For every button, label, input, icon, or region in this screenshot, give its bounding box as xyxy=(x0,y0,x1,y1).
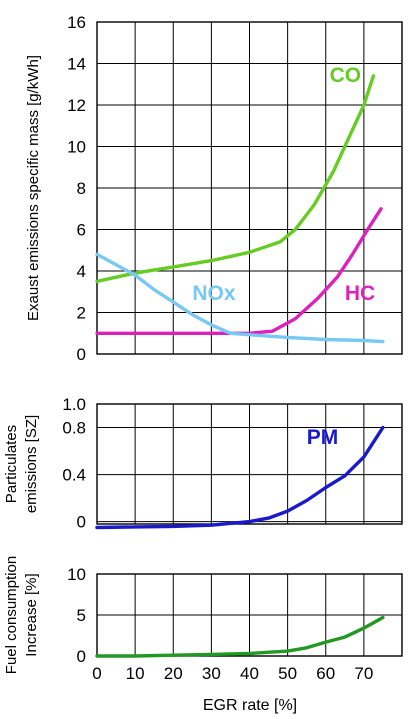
plot-frame xyxy=(96,403,403,525)
y-tick-label: 1.0 xyxy=(62,395,86,414)
y-tick-label: 0 xyxy=(77,513,86,532)
x-tick-label: 40 xyxy=(240,664,259,683)
y-tick-label: 0.8 xyxy=(62,419,86,438)
series-label-nox: NOx xyxy=(192,282,236,305)
y-tick-label: 0.4 xyxy=(62,466,86,485)
x-tick-label: 70 xyxy=(354,664,373,683)
y-tick-label: 0 xyxy=(77,647,86,666)
plot-frame xyxy=(96,21,403,355)
y-axis-label: emissions [SZ] xyxy=(23,415,40,513)
y-tick-label: 5 xyxy=(77,606,86,625)
y-tick-label: 12 xyxy=(67,96,86,115)
series-line-nox xyxy=(95,252,385,344)
x-tick-label: 20 xyxy=(164,664,183,683)
y-axis-label: Increase [%] xyxy=(23,573,40,656)
x-tick-label: 10 xyxy=(126,664,145,683)
y-tick-label: 14 xyxy=(67,55,86,74)
series-line-pm xyxy=(95,425,385,530)
x-axis-label: EGR rate [%] xyxy=(203,697,297,714)
x-tick-label: 0 xyxy=(92,664,101,683)
y-tick-label: 2 xyxy=(77,304,86,323)
y-tick-label: 10 xyxy=(67,565,86,584)
y-tick-label: 10 xyxy=(67,138,86,157)
series-line-co xyxy=(95,74,376,284)
x-tick-label: 60 xyxy=(316,664,335,683)
series-line-fuel xyxy=(95,615,385,658)
y-tick-label: 16 xyxy=(67,13,86,32)
chart-panel-3: 0 5 10 Fuel consumption Increase [%] 0 10 20 30 4… xyxy=(3,556,403,714)
y-tick-label: 4 xyxy=(77,262,86,281)
series-label-hc: HC xyxy=(345,282,375,305)
y-tick-label: 6 xyxy=(77,221,86,240)
plot-frame xyxy=(96,573,403,657)
x-tick-label: 30 xyxy=(202,664,221,683)
series-line-hc xyxy=(95,207,383,335)
x-tick-label: 50 xyxy=(278,664,297,683)
chart-panel-1: 0 2 4 6 8 10 12 14 16 Exaust emissions specific m… xyxy=(25,13,403,364)
y-axis-label: Exaust emissions specific mass [g/kWh] xyxy=(25,55,42,321)
chart-panel-2: 0 0.4 0.8 1.0 Particulates emissions [SZ] PM xyxy=(3,395,403,532)
y-tick-label: 0 xyxy=(77,345,86,364)
y-axis-label: Fuel consumption xyxy=(3,556,20,674)
series-label-co: CO xyxy=(330,64,362,87)
series-label-pm: PM xyxy=(307,426,339,449)
y-axis-label: Particulates xyxy=(3,425,20,503)
y-tick-label: 8 xyxy=(77,179,86,198)
